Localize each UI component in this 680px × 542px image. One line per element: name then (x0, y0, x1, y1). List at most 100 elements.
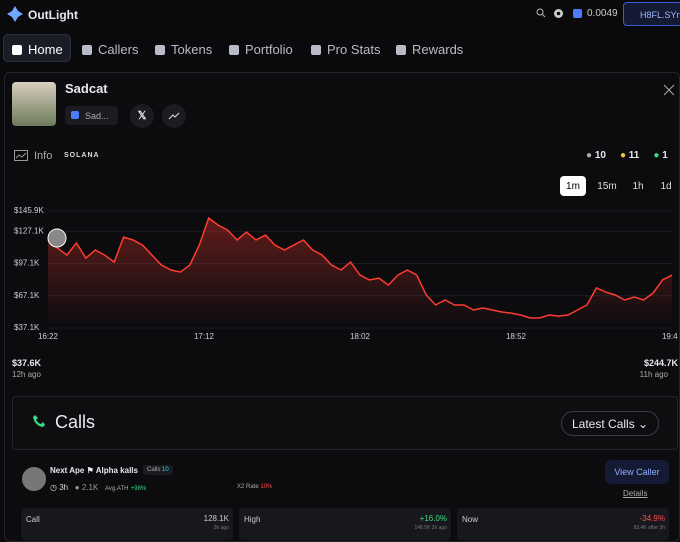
sort-label: Latest Calls (572, 417, 635, 431)
nav-item[interactable]: Rewards (396, 42, 463, 57)
count: ● 1 (653, 150, 668, 161)
x-tick-label: 19:42 (662, 332, 678, 341)
chip-label: Sad... (85, 111, 109, 121)
nav-item[interactable]: Home (12, 42, 63, 57)
x2-label: X2 Rate (237, 484, 259, 490)
caller-avatar (22, 467, 46, 491)
x-tick-label: 16:22 (38, 332, 59, 341)
phone-icon (33, 415, 45, 427)
timeframe-button[interactable]: 1h (627, 176, 649, 196)
nav-item[interactable]: Portfolio (229, 42, 293, 57)
x-tick-label: 17:12 (194, 332, 215, 341)
caller-age: 3h (59, 483, 69, 492)
stat-value: 128.1K (203, 514, 229, 523)
caller-group: Alpha kalls (95, 466, 138, 475)
info-label: Info (34, 150, 53, 162)
stat-label: Now (462, 515, 479, 524)
info-icon (14, 150, 28, 161)
price-area (48, 218, 672, 328)
x-tick-label: 18:52 (506, 332, 527, 341)
count: ● 10 (586, 150, 606, 161)
trend-link[interactable] (162, 104, 186, 128)
nav-label: Tokens (171, 42, 213, 57)
token-chip[interactable]: Sad... (65, 106, 118, 125)
close-button[interactable] (663, 84, 675, 96)
nav-label: Rewards (412, 42, 464, 57)
stat-sub: 148.5K 2h ago (414, 525, 447, 531)
chain-label: SOLANA (64, 152, 100, 159)
logo (7, 6, 23, 22)
ath-label: Avg.ATH (104, 486, 129, 492)
token-image (12, 82, 56, 126)
caller-name[interactable]: Next Ape ⚑ Alpha kalls (50, 466, 138, 475)
timeframe-label: 1m (566, 180, 580, 192)
stat-sub: 83.4K after 3h (633, 525, 665, 531)
price-line (47, 216, 673, 319)
stat-card: Now -34.9% 83.4K after 3h (457, 508, 669, 540)
calls-header (12, 396, 678, 450)
nav-label: Pro Stats (327, 42, 381, 57)
search-icon[interactable] (536, 8, 546, 18)
count-value: 1 (662, 150, 668, 161)
x2-rate: X2 Rate 10% (237, 484, 272, 490)
timeframe-button[interactable]: 15m (593, 176, 621, 196)
count: ● 11 (619, 150, 640, 161)
calls-badge: Calls 10 (143, 465, 173, 475)
wallet-button[interactable]: H8FL.SYnF (623, 2, 680, 26)
chip-icon (71, 111, 79, 119)
x-tick-label: 18:02 (350, 332, 371, 341)
wallet: H8FL.SYnF (640, 10, 680, 20)
ath-value: +98% (130, 486, 147, 492)
timeframe-label: 15m (597, 180, 617, 192)
balance: 0.0049 (587, 8, 618, 19)
x2-value: 10% (260, 484, 273, 490)
view-caller-button[interactable]: View Caller (605, 460, 669, 484)
stat-value: +16.0% (419, 514, 447, 523)
balance-icon (573, 9, 582, 18)
count-value: 10 (594, 150, 606, 161)
timeframe-button[interactable]: 1m (560, 176, 586, 196)
y-tick-label: $97.1K (14, 259, 40, 268)
nav-item[interactable]: Callers (82, 42, 138, 57)
token-name: Sadcat (65, 81, 108, 96)
nav-label: Portfolio (245, 42, 293, 57)
start-marker (47, 228, 67, 248)
y-tick-label: $145.9K (14, 206, 44, 215)
timeframe-label: 1h (632, 180, 644, 192)
settings-icon[interactable] (553, 8, 564, 19)
range-end-time: 11h ago (639, 370, 668, 379)
caller-meta: ◷ 3h ● 2.1K Avg.ATH +98% (50, 483, 147, 492)
caller-followers: 2.1K (81, 483, 99, 492)
stat-value: -34.9% (639, 514, 665, 523)
timeframe-button[interactable]: 1d (655, 176, 677, 196)
range-start-time: 12h ago (12, 370, 41, 379)
caller-label: Next Ape (50, 466, 85, 475)
calls-title: Calls (55, 412, 96, 432)
nav-label: Callers (98, 42, 139, 57)
y-tick-label: $67.1K (14, 291, 40, 300)
range-end-value: $244.7K (643, 358, 678, 368)
nav-label: Home (28, 42, 63, 57)
calls-badge-label: Calls (147, 467, 161, 473)
counts: ● 10 ● 11 ● 1 (586, 150, 668, 161)
calls-badge-count: 10 (162, 467, 169, 473)
stat-card: Call 128.1K 3h ago (21, 508, 233, 540)
y-tick-label: $37.1K (14, 323, 40, 332)
details-link[interactable]: Details (623, 489, 648, 498)
count-value: 11 (628, 150, 640, 161)
timeframe-label: 1d (660, 180, 672, 192)
nav-item[interactable]: Pro Stats (311, 42, 380, 57)
range-start-value: $37.6K (12, 358, 42, 368)
stat-sub: 3h ago (213, 525, 229, 531)
nav-item[interactable]: Tokens (155, 42, 212, 57)
stat-label: High (244, 515, 261, 524)
sort-dropdown[interactable]: Latest Calls ⌄ (561, 411, 659, 436)
view-caller-label: View Caller (614, 467, 660, 477)
stat-card: High +16.0% 148.5K 2h ago (239, 508, 451, 540)
brand: OutLight (28, 8, 78, 22)
x-link[interactable]: 𝕏 (130, 104, 154, 128)
y-tick-label: $127.1K (14, 226, 44, 235)
